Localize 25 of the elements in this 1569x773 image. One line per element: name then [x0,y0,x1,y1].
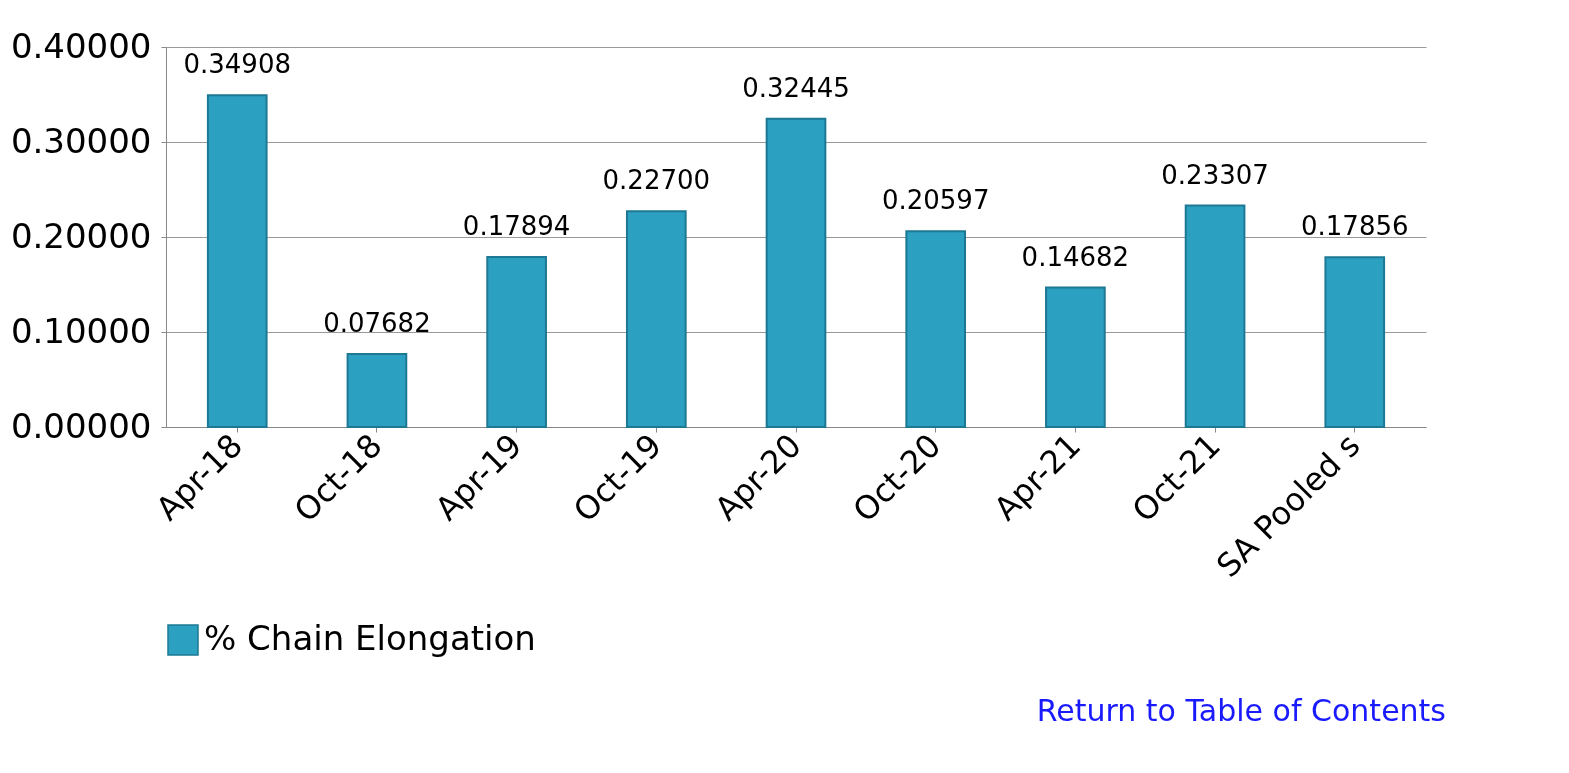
bar [346,353,408,428]
y-tick-label: 0.00000 [10,405,152,446]
legend-label: % Chain Elongation [204,618,536,658]
data-label: 0.07682 [323,308,431,339]
data-label: 0.17856 [1300,211,1409,242]
bar [1324,256,1386,428]
bar [486,256,547,428]
bar [1045,286,1106,428]
data-label: 0.14682 [1021,241,1130,272]
text: Return to Table of Contents [1036,693,1446,728]
bar [1184,204,1246,428]
data-label: 0.32445 [742,72,850,103]
bar [625,210,687,428]
y-tick-label: 0.10000 [10,310,152,351]
data-label: 0.20597 [881,185,990,216]
bar [765,117,827,428]
data-label: 0.34908 [183,49,292,80]
bar [206,94,268,428]
data-label: 0.23307 [1161,159,1269,190]
y-tick-label: 0.20000 [10,215,152,256]
y-tick-label: 0.30000 [10,120,152,161]
bar [905,230,967,428]
data-label: 0.17894 [462,211,571,242]
y-tick-label: 0.40000 [10,25,152,66]
data-label: 0.22700 [602,165,711,196]
